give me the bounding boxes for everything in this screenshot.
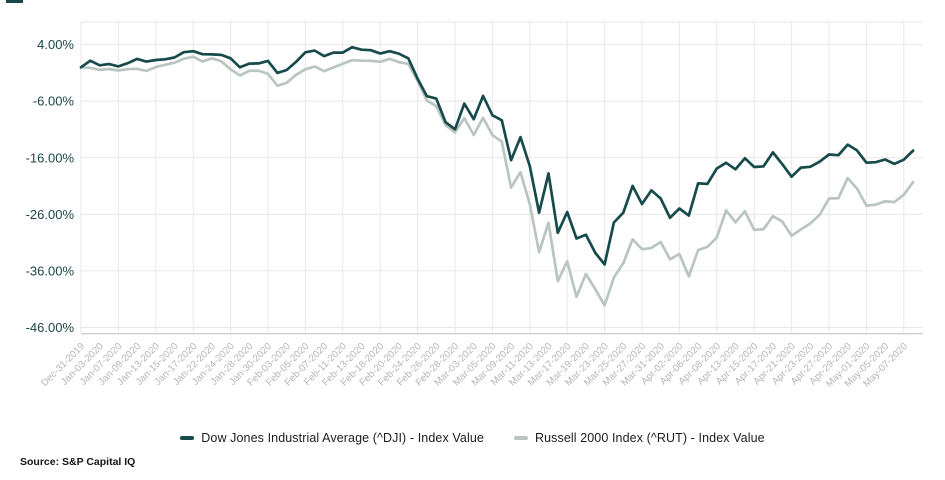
series-line [79, 45, 915, 266]
y-axis-tick-label: 4.00% [37, 37, 74, 52]
series-line [79, 55, 915, 307]
line-chart: 4.00%-6.00%-16.00%-26.00%-36.00%-46.00%D… [26, 21, 923, 390]
chart-legend: Dow Jones Industrial Average (^DJI) - In… [0, 431, 945, 445]
rut-line-swatch-icon [513, 436, 528, 440]
legend-label-dji: Dow Jones Industrial Average (^DJI) - In… [201, 431, 484, 445]
y-axis-tick-label: -36.00% [26, 263, 75, 278]
legend-item-rut: Russell 2000 Index (^RUT) - Index Value [513, 431, 765, 445]
y-axis-tick-label: -16.00% [26, 150, 75, 165]
legend-item-dji: Dow Jones Industrial Average (^DJI) - In… [180, 431, 484, 445]
y-axis-tick-label: -46.00% [26, 320, 75, 335]
stray-mark [6, 0, 23, 3]
source-note: Source: S&P Capital IQ [20, 456, 136, 468]
y-axis-tick-label: -6.00% [33, 94, 75, 109]
y-axis-tick-label: -26.00% [26, 207, 75, 222]
legend-label-rut: Russell 2000 Index (^RUT) - Index Value [534, 431, 765, 445]
dji-line-swatch-icon [180, 436, 195, 440]
